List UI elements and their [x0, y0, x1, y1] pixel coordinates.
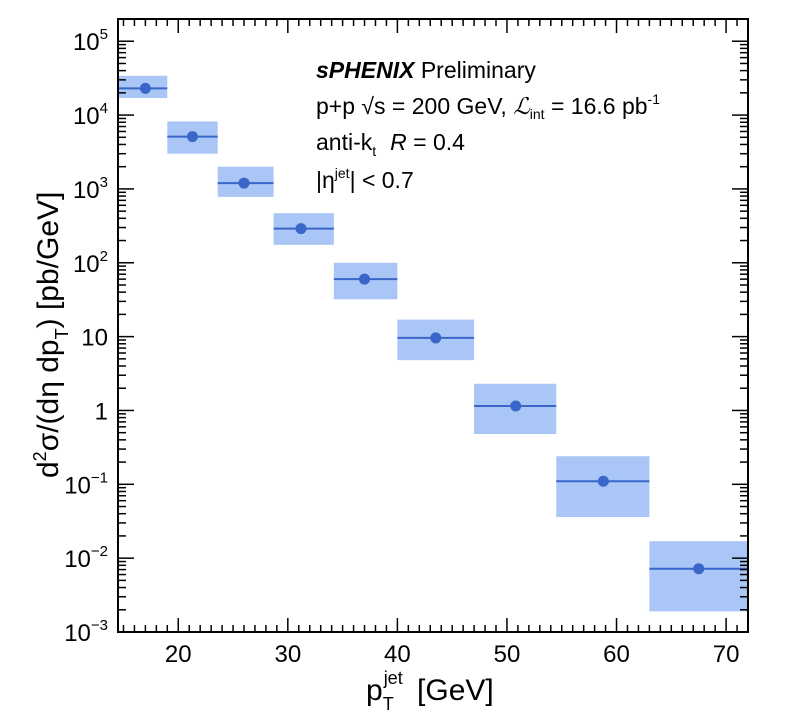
y-tick-label-8: 105 [73, 26, 108, 56]
ann-lumi-unit-exp: -1 [648, 91, 661, 107]
annotation-line-eta: |ηjet| < 0.7 [316, 165, 414, 193]
ann-antikt-sub: t [372, 143, 376, 159]
data-markers [139, 82, 705, 575]
y-title-sup: 2 [30, 451, 50, 461]
y-axis-ticks: 10−3 10−2 10−1 1 10 102 103 104 105 [64, 18, 748, 647]
data-point-8 [693, 563, 705, 575]
plot-frame [117, 18, 749, 633]
brand-suffix: Preliminary [414, 57, 536, 83]
x-tick-label-20: 20 [165, 641, 192, 668]
data-point-2 [238, 177, 250, 189]
ann-energy: = 200 GeV, [386, 93, 514, 119]
x-tick-label-50: 50 [494, 641, 521, 668]
brand-label: sPHENIX [316, 57, 416, 83]
y-tick-label-5: 102 [73, 248, 108, 278]
y-title-d: d [32, 461, 65, 478]
x-tick-label-60: 60 [603, 641, 630, 668]
x-title-sub: T [383, 694, 394, 714]
ann-lumi-symbol: ℒ [513, 94, 530, 120]
y-tick-label-3: 1 [95, 398, 108, 425]
y-title-sub: T [52, 328, 72, 339]
data-point-5 [430, 332, 442, 344]
x-title-unit: [GeV] [409, 674, 494, 707]
y-tick-label-6: 103 [73, 174, 108, 204]
y-tick-label-2: 10−1 [64, 469, 108, 499]
annotation-line-brand: sPHENIX Preliminary [316, 57, 536, 83]
x-axis-title: pTjet [GeV] [366, 668, 494, 714]
x-title-sup: jet [383, 668, 403, 688]
ann-lumi-sub: int [530, 106, 545, 122]
systematic-bands [118, 75, 748, 612]
y-tick-label-1: 10−2 [64, 543, 108, 573]
ann-eta-sup: jet [334, 165, 350, 181]
y-tick-label-7: 104 [73, 100, 108, 130]
y-tick-label-4: 10 [81, 325, 108, 352]
sys-band-8 [649, 541, 748, 612]
x-tick-label-40: 40 [384, 641, 411, 668]
data-point-6 [510, 400, 522, 412]
ann-sqrt-s: √s [361, 93, 385, 119]
y-title-unit: ) [pb/GeV] [32, 192, 65, 329]
x-tick-label-30: 30 [274, 641, 301, 668]
x-axis-ticks: 20 30 40 50 60 70 [122, 19, 749, 668]
x-title-p: p [366, 674, 383, 707]
annotation-line-energy: p+p √s = 200 GeV, ℒint = 16.6 pb-1 [316, 91, 660, 122]
ann-eta-cut: | < 0.7 [350, 167, 414, 193]
data-point-4 [359, 273, 371, 285]
data-point-7 [597, 475, 609, 487]
ann-radius-symbol: R [390, 129, 407, 155]
ann-pp: p+p [316, 93, 361, 119]
y-tick-label-0: 10−3 [64, 617, 108, 647]
x-tick-label-70: 70 [713, 641, 740, 668]
data-point-1 [187, 131, 199, 143]
ann-eta: |η [316, 167, 335, 193]
y-axis-title: d2σ/(dη dpT) [pb/GeV] [30, 192, 72, 478]
data-point-3 [295, 223, 307, 235]
data-point-0 [139, 82, 151, 94]
y-title-main: σ/(dη dp [32, 339, 65, 451]
ann-lumi-value: = 16.6 pb [545, 93, 648, 119]
annotation-line-algorithm: anti-kt R = 0.4 [316, 129, 465, 159]
ann-antikt: anti-k [316, 129, 373, 155]
ann-radius-value: = 0.4 [407, 129, 465, 155]
